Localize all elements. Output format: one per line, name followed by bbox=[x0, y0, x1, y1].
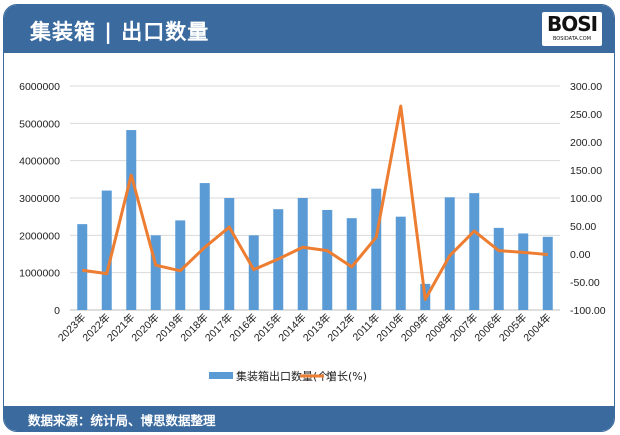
left-axis-tick: 3000000 bbox=[19, 193, 60, 205]
right-axis-tick: 250.00 bbox=[570, 109, 602, 121]
bar bbox=[126, 130, 137, 310]
legend-label-bar: 集装箱出口数量(个) bbox=[236, 369, 333, 383]
right-axis-tick: 0.00 bbox=[570, 249, 591, 261]
bar bbox=[371, 188, 382, 310]
left-axis-tick: 5000000 bbox=[19, 118, 60, 130]
footer-bar: 数据来源：统计局、博思数据整理 bbox=[4, 406, 614, 431]
left-axis-tick: 1000000 bbox=[19, 268, 60, 280]
bar bbox=[297, 198, 308, 310]
bar bbox=[395, 216, 406, 310]
data-source: 数据来源：统计局、博思数据整理 bbox=[28, 413, 216, 428]
bar bbox=[101, 190, 112, 310]
left-axis-tick: 0 bbox=[54, 305, 60, 317]
page-title: 集装箱 | 出口数量 bbox=[30, 20, 210, 44]
right-axis-tick: 300.00 bbox=[570, 81, 602, 93]
logo-text: BOSI bbox=[546, 12, 598, 36]
legend-label-line: 增长(%) bbox=[326, 369, 367, 383]
logo-subtext: BOSIDATA.COM bbox=[552, 36, 592, 42]
bar bbox=[469, 193, 480, 310]
right-axis-tick: 150.00 bbox=[570, 165, 602, 177]
bar bbox=[150, 235, 161, 310]
bar bbox=[493, 227, 504, 310]
bar bbox=[518, 233, 529, 310]
left-axis-tick: 4000000 bbox=[19, 156, 60, 168]
right-axis-tick: 50.00 bbox=[570, 221, 596, 233]
left-axis-tick: 6000000 bbox=[19, 81, 60, 93]
right-axis-tick: 100.00 bbox=[570, 193, 602, 205]
bar bbox=[322, 209, 333, 310]
bosi-logo: BOSI BOSIDATA.COM bbox=[542, 12, 602, 46]
bar bbox=[248, 235, 259, 310]
bar bbox=[346, 218, 357, 310]
x-axis-tick: 2012年 bbox=[325, 311, 358, 344]
bar bbox=[542, 236, 553, 310]
right-axis-tick: 200.00 bbox=[570, 137, 602, 149]
bar bbox=[224, 198, 235, 310]
legend-swatch-bar bbox=[209, 372, 233, 379]
right-axis-tick: -50.00 bbox=[570, 277, 600, 289]
growth-line bbox=[82, 104, 548, 301]
bar bbox=[77, 224, 88, 310]
bar bbox=[175, 220, 186, 310]
left-axis-tick: 2000000 bbox=[19, 230, 60, 242]
x-axis-tick: 2004年 bbox=[521, 311, 554, 344]
header-bar: 集装箱 | 出口数量 BOSI BOSIDATA.COM bbox=[4, 5, 614, 53]
right-axis-tick: -100.00 bbox=[570, 305, 606, 317]
